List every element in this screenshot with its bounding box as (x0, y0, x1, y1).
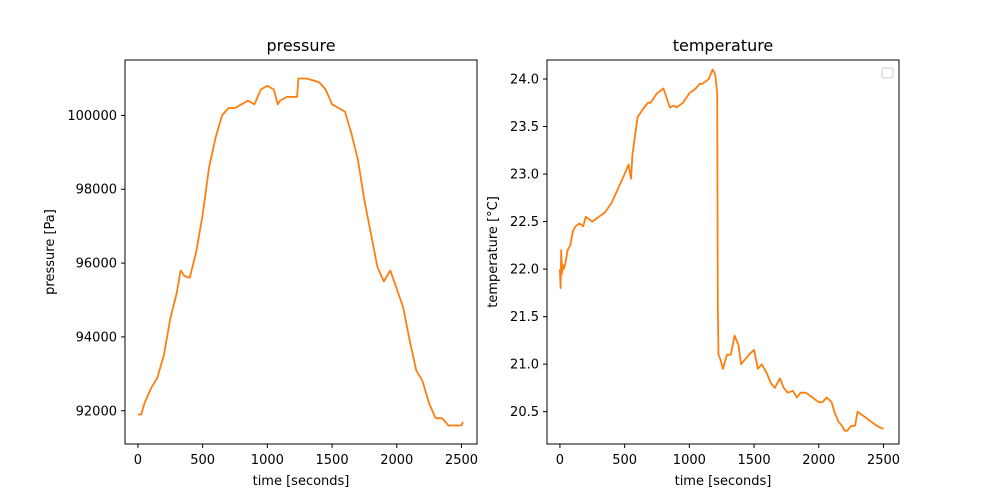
temperature-x-tick-label: 2500 (867, 453, 900, 468)
temperature-y-tick-label: 22.5 (510, 215, 539, 230)
pressure-axes-frame (124, 59, 478, 445)
temperature-y-tick-label: 20.5 (510, 405, 539, 420)
pressure-series-line (137, 77, 464, 427)
pressure-y-tick-label: 92000 (76, 404, 117, 419)
temperature-chart: temperature time [seconds] temperature [… (486, 36, 900, 489)
pressure-x-axis-label: time [seconds] (253, 474, 350, 489)
temperature-y-tick-label: 24.0 (510, 73, 539, 88)
pressure-x-tick-label: 2500 (445, 453, 478, 468)
pressure-y-tick-label: 100000 (67, 109, 117, 124)
temperature-x-tick-label: 1000 (673, 453, 706, 468)
pressure-plot-area (137, 77, 464, 427)
temperature-y-tick-label: 23.0 (510, 168, 539, 183)
pressure-ticks: 0 500 1000 1500 2000 2500 92000 94000 96000 98000… (67, 109, 478, 468)
pressure-x-tick-label: 1000 (251, 453, 284, 468)
temperature-y-tick-label: 21.0 (510, 358, 539, 373)
temperature-axes-frame (546, 59, 900, 445)
temperature-x-tick-label: 2000 (802, 453, 835, 468)
temperature-x-axis-label: time [seconds] (675, 474, 772, 489)
pressure-chart-title: pressure (266, 36, 335, 55)
temperature-x-tick-label: 500 (612, 453, 637, 468)
temperature-series-line (559, 68, 884, 432)
temperature-legend-box (881, 67, 894, 79)
temperature-chart-title: temperature (673, 36, 774, 55)
pressure-x-tick-label: 2000 (380, 453, 413, 468)
pressure-y-tick-label: 94000 (76, 330, 117, 345)
pressure-y-tick-label: 98000 (76, 183, 117, 198)
pressure-x-tick-label: 1500 (316, 453, 349, 468)
temperature-y-tick-label: 22.0 (510, 263, 539, 278)
temperature-y-axis-label: temperature [°C] (486, 196, 501, 308)
pressure-chart: pressure time [seconds] pressure [Pa] 0 5… (43, 36, 478, 489)
temperature-x-tick-label: 1500 (738, 453, 771, 468)
temperature-plot-area (559, 68, 884, 432)
pressure-y-tick-label: 96000 (76, 257, 117, 272)
pressure-y-axis-label: pressure [Pa] (43, 209, 58, 295)
temperature-x-tick-label: 0 (556, 453, 564, 468)
pressure-x-tick-label: 0 (134, 453, 142, 468)
temperature-y-tick-label: 21.5 (510, 310, 539, 325)
temperature-y-tick-label: 23.5 (510, 120, 539, 135)
pressure-x-tick-label: 500 (190, 453, 215, 468)
temperature-ticks: 0 500 1000 1500 2000 2500 20.5 21.0 21.5 22.0 22.5… (510, 73, 900, 468)
